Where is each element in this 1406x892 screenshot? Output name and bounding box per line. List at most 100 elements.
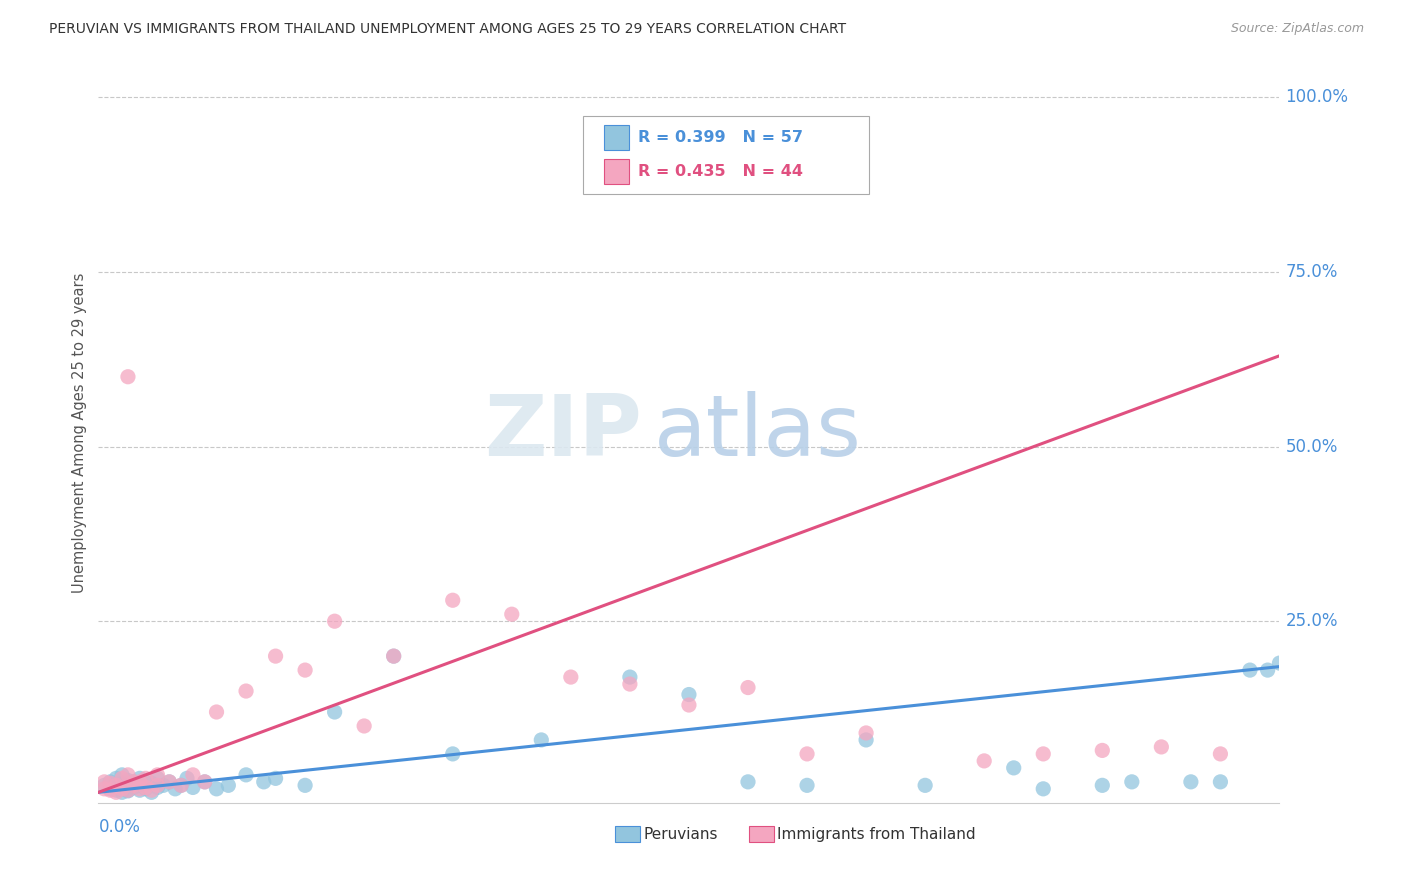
Point [737, 775, 759, 789]
Point [122, 775, 145, 789]
Point [1121, 775, 1143, 789]
Text: R = 0.399   N = 57: R = 0.399 N = 57 [638, 129, 803, 145]
Point [1091, 778, 1114, 792]
Text: PERUVIAN VS IMMIGRANTS FROM THAILAND UNEMPLOYMENT AMONG AGES 25 TO 29 YEARS CORR: PERUVIAN VS IMMIGRANTS FROM THAILAND UNE… [49, 22, 846, 37]
Text: 25.0%: 25.0% [1285, 612, 1339, 631]
Point [264, 649, 287, 664]
Point [1257, 663, 1279, 677]
Point [973, 754, 995, 768]
Point [323, 705, 346, 719]
Point [678, 688, 700, 702]
Point [441, 747, 464, 761]
Point [796, 747, 818, 761]
Point [560, 670, 582, 684]
Point [1091, 743, 1114, 757]
Point [117, 784, 139, 798]
Point [441, 593, 464, 607]
Text: Source: ZipAtlas.com: Source: ZipAtlas.com [1230, 22, 1364, 36]
Point [146, 768, 169, 782]
Point [1150, 739, 1173, 754]
Point [128, 772, 150, 786]
Text: Peruvians: Peruvians [643, 827, 717, 841]
Y-axis label: Unemployment Among Ages 25 to 29 years: Unemployment Among Ages 25 to 29 years [72, 272, 87, 593]
Point [98, 781, 121, 796]
Point [205, 781, 228, 796]
Point [914, 778, 936, 792]
Point [205, 705, 228, 719]
Text: R = 0.435   N = 44: R = 0.435 N = 44 [638, 164, 803, 179]
Point [1032, 747, 1054, 761]
Point [93, 781, 115, 796]
Point [235, 768, 257, 782]
Point [235, 684, 257, 698]
Point [194, 775, 217, 789]
Point [128, 781, 150, 796]
Point [117, 783, 139, 797]
Point [122, 780, 145, 795]
Point [619, 677, 641, 691]
Point [93, 775, 115, 789]
Point [181, 768, 204, 782]
Point [105, 778, 128, 792]
Point [146, 772, 169, 786]
Point [157, 775, 180, 789]
Point [170, 778, 193, 792]
Point [122, 778, 145, 792]
Point [1002, 761, 1025, 775]
Point [111, 781, 134, 796]
Point [1209, 747, 1232, 761]
Point [194, 775, 217, 789]
Text: 0.0%: 0.0% [98, 818, 141, 836]
Point [98, 775, 121, 789]
Point [141, 776, 163, 790]
Point [117, 768, 139, 782]
Point [382, 649, 405, 664]
Point [253, 775, 276, 789]
Point [135, 772, 157, 786]
Point [135, 780, 157, 795]
Point [855, 726, 877, 740]
Point [98, 783, 121, 797]
Point [105, 783, 128, 797]
Point [152, 778, 174, 792]
Point [165, 781, 187, 796]
Point [146, 778, 169, 792]
Point [146, 780, 169, 795]
Text: 75.0%: 75.0% [1285, 263, 1337, 281]
Point [796, 778, 818, 792]
Point [111, 772, 134, 786]
Point [117, 778, 139, 792]
Point [117, 773, 139, 788]
Point [111, 768, 134, 782]
Point [128, 775, 150, 789]
Point [105, 785, 128, 799]
Point [353, 719, 375, 733]
Point [1032, 781, 1054, 796]
Point [294, 663, 316, 677]
Point [141, 785, 163, 799]
Point [111, 785, 134, 799]
Point [105, 780, 128, 795]
Point [98, 776, 121, 790]
Point [117, 783, 139, 797]
Point [501, 607, 523, 622]
Point [111, 781, 134, 796]
Point [176, 772, 198, 786]
Text: atlas: atlas [654, 391, 862, 475]
Point [135, 775, 157, 789]
Point [530, 733, 553, 747]
Text: 50.0%: 50.0% [1285, 438, 1337, 456]
Point [157, 775, 180, 789]
Point [111, 776, 134, 790]
Point [128, 778, 150, 792]
Point [264, 772, 287, 786]
Point [1268, 656, 1291, 670]
Point [217, 778, 239, 792]
Point [141, 783, 163, 797]
Point [122, 775, 145, 789]
Point [135, 781, 157, 796]
Point [105, 772, 128, 786]
Point [181, 780, 204, 795]
Point [117, 369, 139, 384]
Text: ZIP: ZIP [484, 391, 641, 475]
